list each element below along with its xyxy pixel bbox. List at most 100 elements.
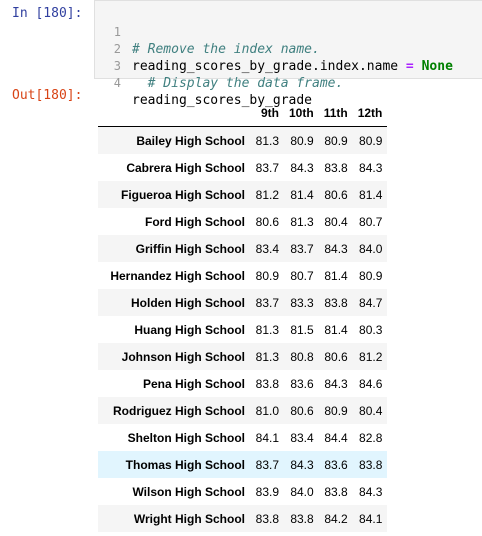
- row-index-label: Pena High School: [142, 376, 245, 391]
- index-header: [98, 99, 250, 127]
- table-header-row: 9th 10th 11th 12th: [98, 99, 388, 127]
- code-statement: reading_scores_by_grade.index.name = Non…: [132, 58, 453, 75]
- input-prompt: In [180]:: [12, 6, 83, 21]
- table-cell: 83.7: [255, 457, 279, 472]
- line-number: 2: [113, 42, 121, 56]
- table-cell: 84.0: [290, 484, 314, 499]
- dataframe-table: 9th 10th 11th 12th Bailey High School 81.…: [98, 99, 388, 532]
- row-index-label: Griffin High School: [135, 241, 245, 256]
- table-cell: 80.6: [290, 403, 314, 418]
- table-cell: 80.6: [255, 214, 279, 229]
- row-index-label: Johnson High School: [121, 349, 245, 364]
- row-index-label: Bailey High School: [136, 133, 245, 148]
- table-cell: 81.4: [324, 268, 348, 283]
- table-cell: 83.8: [359, 457, 383, 472]
- table-cell: 84.6: [359, 376, 383, 391]
- table-row: Wilson High School 83.9 84.0 83.8 84.3: [98, 478, 388, 505]
- table-cell: 80.8: [290, 349, 314, 364]
- table-cell: 84.3: [359, 160, 383, 175]
- code-comment: # Remove the index name.: [132, 42, 320, 57]
- row-index-label: Wilson High School: [132, 484, 245, 499]
- table-cell: 83.8: [324, 160, 348, 175]
- column-header: 10th: [284, 99, 319, 127]
- row-index-label: Thomas High School: [125, 457, 245, 472]
- table-cell: 81.0: [255, 403, 279, 418]
- table-body: Bailey High School 81.3 80.9 80.9 80.9 Cabrer…: [98, 126, 388, 532]
- row-index-label: Hernandez High School: [110, 268, 245, 283]
- row-index-label: Ford High School: [145, 214, 245, 229]
- table-row: Wright High School 83.8 83.8 84.2 84.1: [98, 505, 388, 532]
- line-number: 3: [113, 59, 121, 73]
- table-cell: 83.4: [290, 430, 314, 445]
- table-cell: 81.2: [255, 187, 279, 202]
- column-header: 12th: [352, 99, 388, 127]
- table-cell: 81.3: [255, 322, 279, 337]
- code-line-4[interactable]: 4 reading_scores_by_grade: [95, 58, 312, 108]
- table-cell: 80.9: [359, 133, 383, 148]
- table-cell: 80.6: [324, 349, 348, 364]
- table-cell: 81.3: [255, 133, 279, 148]
- table-cell: 84.3: [324, 376, 348, 391]
- table-row: Rodriguez High School 81.0 80.6 80.9 80.4: [98, 397, 388, 424]
- table-cell: 82.8: [359, 430, 383, 445]
- table-cell: 84.2: [324, 511, 348, 526]
- table-row: Hernandez High School 80.9 80.7 81.4 80.9: [98, 262, 388, 289]
- table-cell: 81.5: [290, 322, 314, 337]
- table-cell: 81.4: [324, 322, 348, 337]
- table-cell: 80.9: [324, 133, 348, 148]
- row-index-label: Huang High School: [134, 322, 245, 337]
- table-cell: 80.4: [359, 403, 383, 418]
- row-index-label: Cabrera High School: [126, 160, 245, 175]
- table-cell: 83.6: [290, 376, 314, 391]
- table-row: Griffin High School 83.4 83.7 84.3 84.0: [98, 235, 388, 262]
- table-cell: 83.8: [324, 484, 348, 499]
- line-number: 1: [113, 25, 121, 39]
- column-header: 9th: [250, 99, 284, 127]
- output-prompt: Out[180]:: [12, 88, 83, 103]
- code-line-1[interactable]: 1 # Remove the index name.: [95, 7, 320, 57]
- table-row: Cabrera High School 83.7 84.3 83.8 84.3: [98, 154, 388, 181]
- row-index-label: Rodriguez High School: [113, 403, 245, 418]
- table-cell: 84.1: [255, 430, 279, 445]
- table-cell: 80.3: [359, 322, 383, 337]
- table-cell: 83.8: [255, 511, 279, 526]
- table-cell: 83.8: [324, 295, 348, 310]
- table-cell: 83.4: [255, 241, 279, 256]
- table-cell: 84.3: [290, 160, 314, 175]
- table-cell: 84.3: [359, 484, 383, 499]
- table-cell: 84.4: [324, 430, 348, 445]
- column-header: 11th: [318, 99, 353, 127]
- table-cell: 83.6: [324, 457, 348, 472]
- table-row: Pena High School 83.8 83.6 84.3 84.6: [98, 370, 388, 397]
- table-cell: 83.8: [255, 376, 279, 391]
- table-row: Johnson High School 81.3 80.8 80.6 81.2: [98, 343, 388, 370]
- row-index-label: Shelton High School: [127, 430, 245, 445]
- table-cell: 83.8: [290, 511, 314, 526]
- table-cell: 84.7: [359, 295, 383, 310]
- table-cell: 81.4: [359, 187, 383, 202]
- code-keyword: None: [421, 59, 453, 74]
- table-cell: 80.9: [255, 268, 279, 283]
- table-cell: 84.3: [290, 457, 314, 472]
- table-cell: 81.3: [255, 349, 279, 364]
- table-cell: 84.0: [359, 241, 383, 256]
- code-identifier: reading_scores_by_grade.index.name: [132, 59, 399, 74]
- table-cell: 83.7: [255, 160, 279, 175]
- table-cell: 84.3: [324, 241, 348, 256]
- code-operator: =: [398, 59, 422, 74]
- table-cell: 83.3: [290, 295, 314, 310]
- table-cell: 84.1: [359, 511, 383, 526]
- code-line-3[interactable]: 3 # Display the data frame.: [95, 41, 344, 91]
- table-cell: 83.9: [255, 484, 279, 499]
- table-row: Huang High School 81.3 81.5 81.4 80.3: [98, 316, 388, 343]
- code-line-2[interactable]: 2 reading_scores_by_grade.index.name = N…: [95, 24, 453, 74]
- table-cell: 80.6: [324, 187, 348, 202]
- table-row: Bailey High School 81.3 80.9 80.9 80.9: [98, 126, 388, 154]
- row-index-label: Wright High School: [133, 511, 245, 526]
- table-row: Shelton High School 84.1 83.4 84.4 82.8: [98, 424, 388, 451]
- table-row: Figueroa High School 81.2 81.4 80.6 81.4: [98, 181, 388, 208]
- table-cell: 80.9: [290, 133, 314, 148]
- table-row: Thomas High School 83.7 84.3 83.6 83.8: [98, 451, 388, 478]
- code-editor[interactable]: 1 # Remove the index name. 2 reading_sco…: [94, 0, 482, 108]
- table-cell: 81.3: [290, 214, 314, 229]
